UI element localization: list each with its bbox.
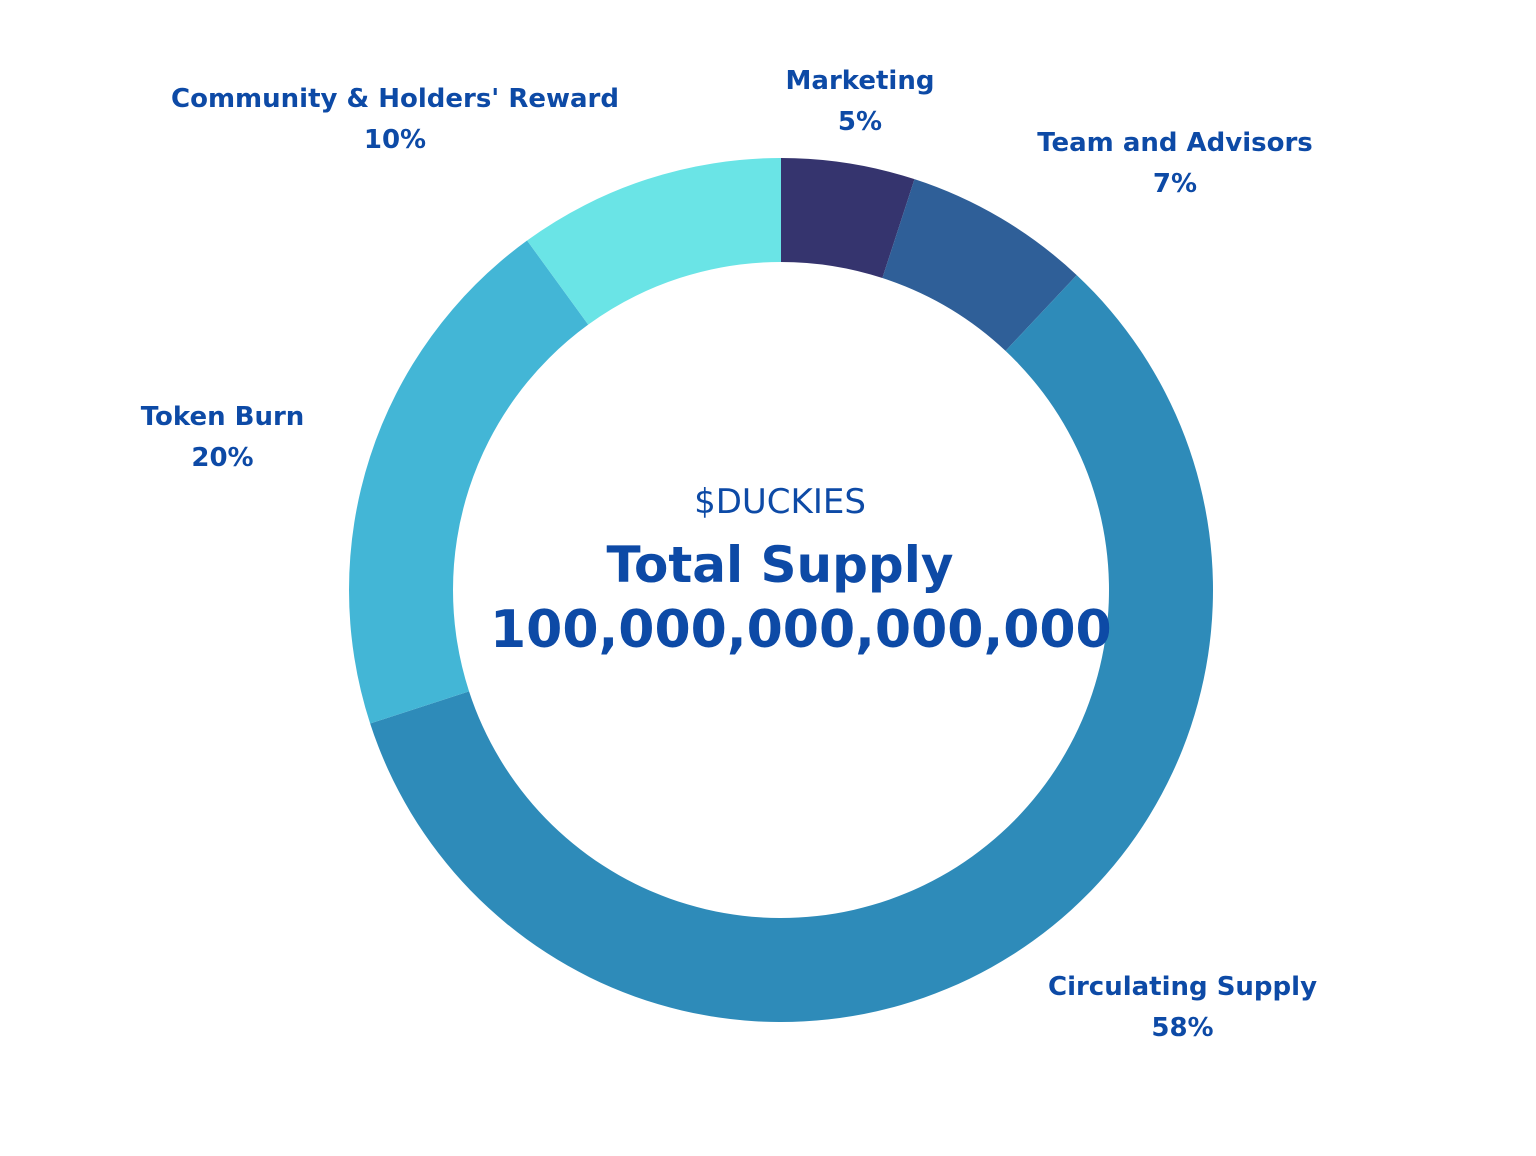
label-team-advisors-value: 7% [1152,169,1198,199]
slice-circulating-supply [370,275,1214,1022]
slice-marketing [781,158,915,279]
label-marketing: Marketing 5% [780,62,940,144]
label-marketing-value: 5% [837,107,883,137]
label-community-reward-value: 10% [363,125,427,155]
label-community-reward: Community & Holders' Reward 10% [160,80,630,162]
token-ticker: $DUCKIES [694,482,866,522]
label-circulating-supply-value: 58% [1151,1013,1214,1043]
total-supply-title: Total Supply [606,536,954,594]
label-team-advisors: Team and Advisors 7% [1030,124,1320,206]
label-circulating-supply: Circulating Supply 58% [1040,968,1325,1050]
slice-token-burn [349,240,589,724]
label-token-burn-name: Token Burn [140,402,305,432]
label-community-reward-name: Community & Holders' Reward [171,84,619,114]
label-token-burn-value: 20% [191,443,254,473]
label-token-burn: Token Burn 20% [130,398,315,480]
label-team-advisors-name: Team and Advisors [1037,128,1313,158]
total-supply-value: 100,000,000,000,000 [490,600,1112,660]
slice-community-reward [527,158,781,325]
label-marketing-name: Marketing [785,66,935,96]
slice-team-advisors [882,179,1077,351]
label-circulating-supply-name: Circulating Supply [1047,972,1318,1002]
